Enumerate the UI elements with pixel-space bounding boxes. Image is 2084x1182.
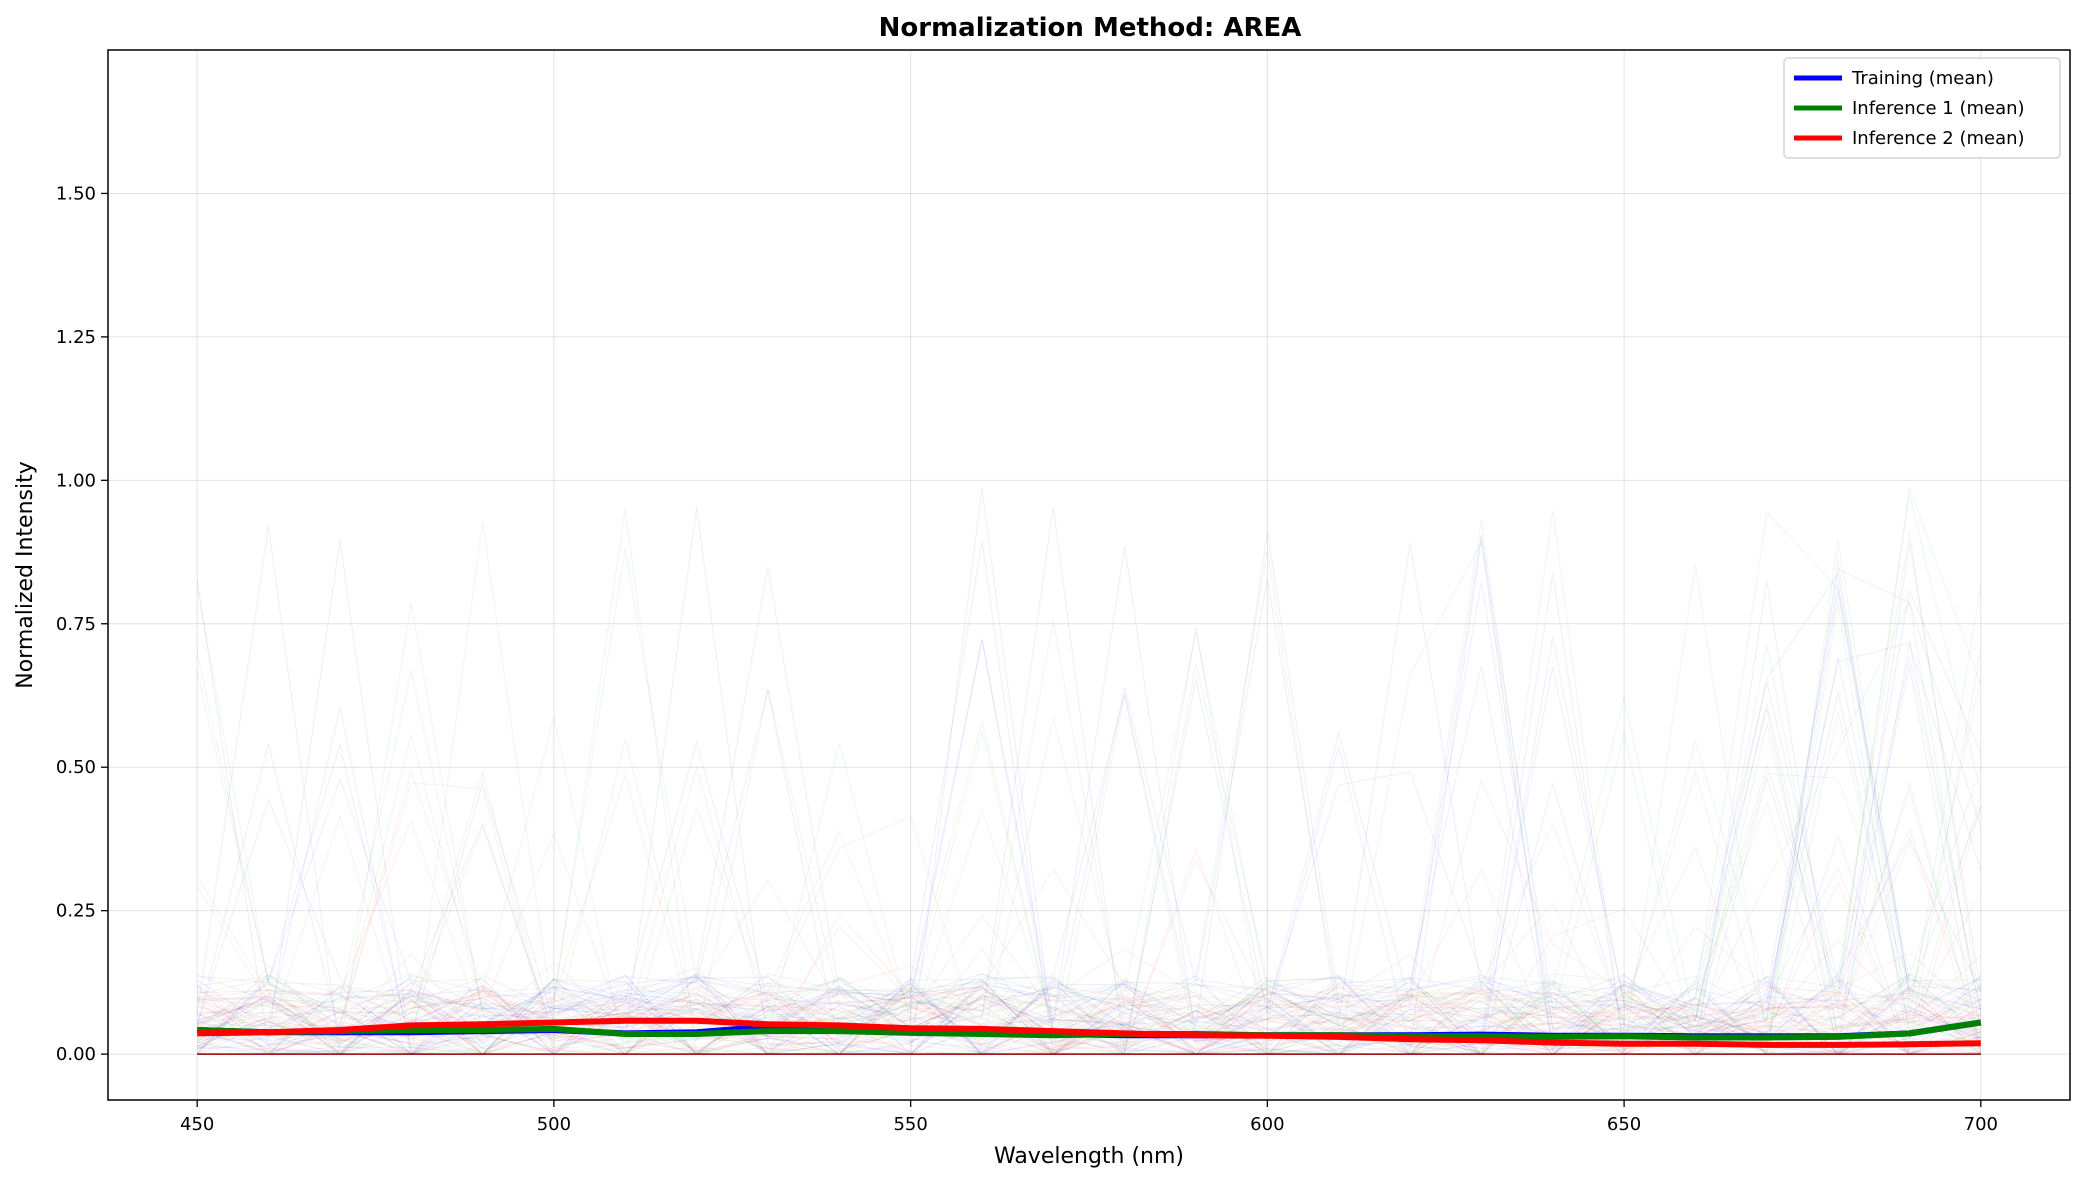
y-tick-label: 1.00	[56, 470, 96, 491]
sample-trace	[197, 602, 1981, 1055]
sample-trace	[196, 733, 1981, 1055]
sample-trace	[196, 642, 1982, 1055]
series-line	[197, 1017, 1981, 1048]
sample-trace	[196, 579, 1981, 1055]
legend: Training (mean) Inference 1 (mean) Inferen…	[1783, 57, 2061, 159]
sample-trace	[197, 841, 1982, 1055]
sample-trace	[197, 585, 1982, 1055]
x-tick-label: 600	[1250, 1114, 1284, 1135]
y-tick-label: 1.25	[56, 327, 96, 348]
sample-trace	[196, 671, 1981, 1055]
sample-trace	[196, 886, 1982, 1055]
legend-label: Inference 2 (mean)	[1852, 128, 2025, 149]
sample-trace	[196, 975, 1982, 1055]
x-tick-label: 500	[537, 1114, 571, 1135]
sample-trace	[197, 600, 1982, 1055]
x-tick-label: 550	[893, 1114, 927, 1135]
chart-title: Normalization Method: AREA	[879, 13, 1302, 43]
series-lines	[197, 1017, 1982, 1048]
sample-trace	[197, 578, 1981, 1055]
y-tick-label: 0.75	[56, 614, 96, 635]
y-tick-label: 0.00	[56, 1044, 96, 1065]
plot-frame	[107, 49, 2071, 1101]
sample-trace	[197, 642, 1982, 1055]
sample-trace	[197, 837, 1982, 1055]
sample-trace	[197, 568, 1982, 1055]
sample-trace	[197, 815, 1982, 1055]
sample-trace	[197, 591, 1982, 1055]
sample-trace	[197, 780, 1982, 1055]
y-axis-label: Normalized Intensity	[13, 461, 38, 689]
sample-trace	[196, 824, 1982, 1055]
sample-trace	[197, 572, 1982, 1055]
sample-trace	[197, 769, 1981, 1055]
sample-trace	[197, 650, 1982, 1055]
y-tick-label: 1.50	[56, 183, 96, 204]
legend-box	[1783, 57, 2061, 159]
sample-trace	[197, 510, 1981, 1055]
sample-trace	[197, 832, 1982, 1055]
sample-trace	[196, 782, 1981, 1055]
sample-trace	[196, 767, 1982, 1055]
plot-background	[108, 50, 2070, 1100]
sample-trace	[196, 584, 1981, 1055]
y-tick-label: 0.25	[56, 901, 96, 922]
y-axis-ticks: 0.00 0.25 0.50 0.75 1.00 1.25 1.50	[56, 183, 108, 1065]
sample-trace	[197, 581, 1981, 1055]
sample-trace	[196, 702, 1982, 1056]
sample-trace	[196, 689, 1981, 1055]
sample-trace	[197, 620, 1981, 1055]
x-axis-label: Wavelength (nm)	[994, 1144, 1184, 1169]
x-tick-label: 650	[1607, 1114, 1641, 1135]
sample-trace	[197, 778, 1982, 1055]
plot-area	[107, 49, 2071, 1101]
sample-trace	[197, 954, 1982, 1055]
sample-trace	[196, 487, 1982, 1055]
sample-trace	[196, 974, 1981, 1055]
x-tick-label: 700	[1964, 1114, 1998, 1135]
legend-label: Inference 1 (mean)	[1852, 98, 2025, 119]
x-axis-ticks: 450 500 550 600 650 700	[180, 1100, 1998, 1135]
sample-trace	[196, 878, 1982, 1055]
y-tick-label: 0.50	[56, 757, 96, 778]
sample-trace	[197, 626, 1982, 1055]
sample-trace	[197, 534, 1982, 1055]
sample-trace	[197, 548, 1981, 1053]
legend-label: Training (mean)	[1851, 68, 1994, 89]
x-tick-label: 450	[180, 1114, 214, 1135]
sample-trace	[196, 868, 1981, 1055]
sample-trace	[197, 765, 1982, 1055]
sample-trace	[196, 525, 1982, 1055]
sample-trace	[197, 976, 1981, 1055]
sample-trace	[197, 806, 1982, 1055]
sample-trace	[197, 656, 1982, 1055]
sample-trace	[197, 663, 1982, 1056]
sample-trace	[197, 531, 1982, 1055]
